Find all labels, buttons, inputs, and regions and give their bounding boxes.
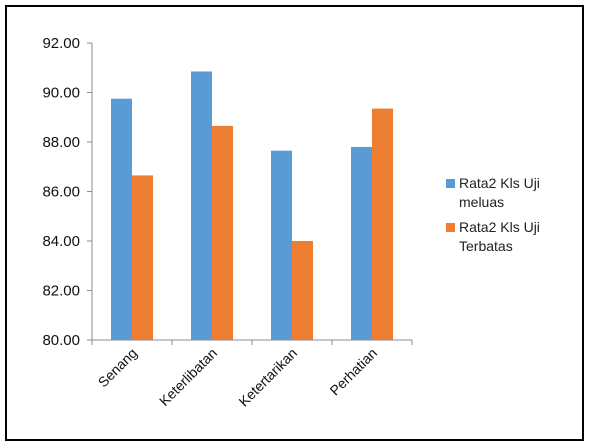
legend-label: Rata2 Kls Uji (459, 219, 540, 235)
bar-terbatas (292, 241, 313, 340)
x-category-label: Senang (95, 345, 140, 390)
y-tick-label: 86.00 (42, 184, 80, 201)
bar-terbatas (372, 108, 393, 341)
y-tick-label: 80.00 (42, 332, 80, 349)
legend-label: meluas (459, 194, 504, 210)
x-category-label: Keterlibatan (156, 345, 220, 409)
bar-meluas (111, 98, 132, 340)
bar-meluas (351, 146, 372, 340)
x-axis: Senang Keterlibatan Ketertarikan Perhatian (91, 339, 413, 410)
legend-swatch-meluas (446, 179, 455, 188)
chart-frame (5, 5, 584, 441)
y-tick-label: 88.00 (42, 134, 80, 151)
y-axis: 80.00 82.00 84.00 86.00 88.00 90.00 92.00 (42, 35, 93, 349)
y-tick-label: 90.00 (42, 85, 80, 102)
legend-label: Terbatas (459, 238, 513, 254)
bar-terbatas (212, 125, 233, 340)
bar-meluas (271, 150, 292, 340)
legend-swatch-terbatas (446, 223, 455, 232)
y-tick-label: 82.00 (42, 283, 80, 300)
x-category-label: Ketertarikan (235, 345, 300, 410)
bar-terbatas (132, 175, 153, 340)
legend-label: Rata2 Kls Uji (459, 175, 540, 191)
y-tick-label: 84.00 (42, 233, 80, 250)
legend: Rata2 Kls Uji meluas Rata2 Kls Uji Terbatas (446, 175, 540, 254)
bar-meluas (191, 71, 212, 341)
y-tick-label: 92.00 (42, 35, 80, 52)
bars (111, 71, 393, 341)
x-category-label: Perhatian (326, 345, 380, 399)
